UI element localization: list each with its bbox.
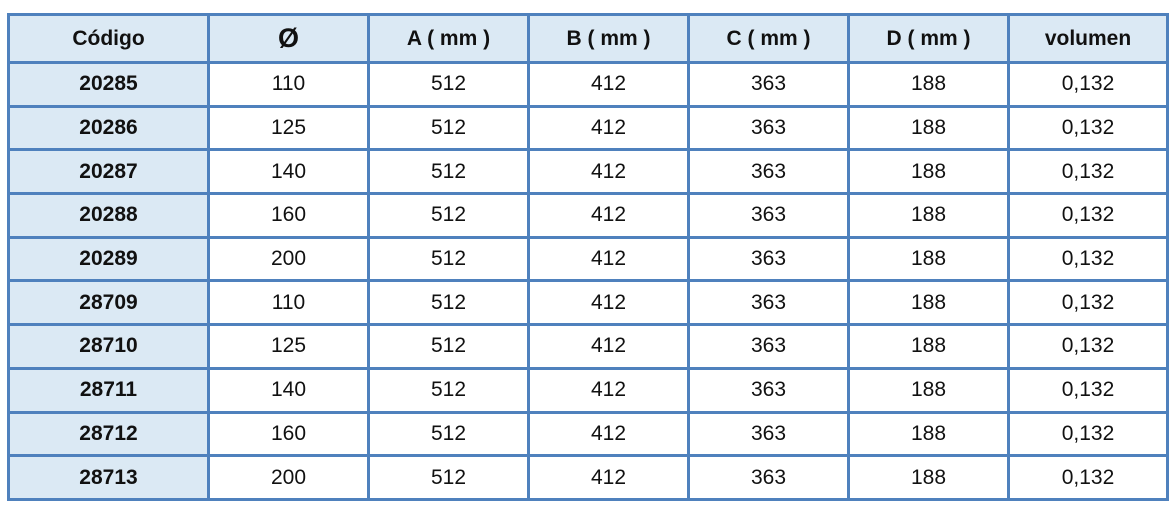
cell-codigo: 28711 — [7, 366, 210, 414]
cell-codigo: 28712 — [7, 410, 210, 458]
cell-c-mm: 363 — [687, 104, 850, 152]
cell-a-mm: 512 — [367, 366, 530, 414]
table-row: 20287 140 512 412 363 188 0,132 — [7, 148, 1169, 196]
cell-b-mm: 412 — [527, 104, 690, 152]
cell-b-mm: 412 — [527, 279, 690, 327]
cell-b-mm: 412 — [527, 366, 690, 414]
cell-diameter: 125 — [207, 323, 370, 370]
cell-volumen: 0,132 — [1007, 61, 1169, 108]
cell-a-mm: 512 — [367, 192, 530, 239]
cell-diameter: 140 — [207, 148, 370, 196]
table-row: 28711 140 512 412 363 188 0,132 — [7, 366, 1169, 414]
cell-b-mm: 412 — [527, 323, 690, 370]
table-row: 20289 200 512 412 363 188 0,132 — [7, 235, 1169, 283]
cell-codigo: 20285 — [7, 61, 210, 108]
cell-volumen: 0,132 — [1007, 192, 1169, 239]
cell-d-mm: 188 — [847, 323, 1010, 370]
cell-volumen: 0,132 — [1007, 104, 1169, 152]
cell-volumen: 0,132 — [1007, 410, 1169, 458]
cell-diameter: 200 — [207, 235, 370, 283]
cell-diameter: 160 — [207, 192, 370, 239]
cell-diameter: 200 — [207, 454, 370, 501]
header-row: Código Ø A ( mm ) B ( mm ) C ( mm ) D ( mm ) v… — [7, 13, 1169, 64]
cell-c-mm: 363 — [687, 366, 850, 414]
cell-diameter: 110 — [207, 279, 370, 327]
cell-a-mm: 512 — [367, 454, 530, 501]
cell-b-mm: 412 — [527, 235, 690, 283]
cell-c-mm: 363 — [687, 279, 850, 327]
cell-c-mm: 363 — [687, 454, 850, 501]
cell-c-mm: 363 — [687, 410, 850, 458]
cell-d-mm: 188 — [847, 235, 1010, 283]
table-row: 28713 200 512 412 363 188 0,132 — [7, 454, 1169, 501]
cell-a-mm: 512 — [367, 279, 530, 327]
cell-b-mm: 412 — [527, 192, 690, 239]
cell-a-mm: 512 — [367, 61, 530, 108]
column-header-d-mm: D ( mm ) — [847, 13, 1010, 64]
cell-codigo: 28713 — [7, 454, 210, 501]
column-header-codigo: Código — [7, 13, 210, 64]
column-header-diameter: Ø — [207, 13, 370, 64]
cell-volumen: 0,132 — [1007, 148, 1169, 196]
cell-diameter: 140 — [207, 366, 370, 414]
cell-a-mm: 512 — [367, 323, 530, 370]
cell-c-mm: 363 — [687, 192, 850, 239]
table-row: 20286 125 512 412 363 188 0,132 — [7, 104, 1169, 152]
cell-volumen: 0,132 — [1007, 279, 1169, 327]
cell-b-mm: 412 — [527, 61, 690, 108]
cell-codigo: 20287 — [7, 148, 210, 196]
cell-diameter: 110 — [207, 61, 370, 108]
cell-c-mm: 363 — [687, 235, 850, 283]
cell-c-mm: 363 — [687, 148, 850, 196]
cell-c-mm: 363 — [687, 61, 850, 108]
cell-d-mm: 188 — [847, 366, 1010, 414]
column-header-c-mm: C ( mm ) — [687, 13, 850, 64]
cell-a-mm: 512 — [367, 104, 530, 152]
cell-c-mm: 363 — [687, 323, 850, 370]
table-row: 20288 160 512 412 363 188 0,132 — [7, 192, 1169, 239]
cell-volumen: 0,132 — [1007, 454, 1169, 501]
cell-a-mm: 512 — [367, 235, 530, 283]
cell-b-mm: 412 — [527, 148, 690, 196]
column-header-a-mm: A ( mm ) — [367, 13, 530, 64]
cell-b-mm: 412 — [527, 410, 690, 458]
cell-d-mm: 188 — [847, 61, 1010, 108]
cell-b-mm: 412 — [527, 454, 690, 501]
cell-d-mm: 188 — [847, 410, 1010, 458]
product-dimensions-table: Código Ø A ( mm ) B ( mm ) C ( mm ) D ( mm ) v… — [7, 13, 1169, 501]
cell-volumen: 0,132 — [1007, 366, 1169, 414]
cell-volumen: 0,132 — [1007, 235, 1169, 283]
table-row: 28710 125 512 412 363 188 0,132 — [7, 323, 1169, 370]
cell-codigo: 28710 — [7, 323, 210, 370]
cell-codigo: 20289 — [7, 235, 210, 283]
column-header-b-mm: B ( mm ) — [527, 13, 690, 64]
cell-a-mm: 512 — [367, 410, 530, 458]
cell-codigo: 28709 — [7, 279, 210, 327]
cell-d-mm: 188 — [847, 104, 1010, 152]
cell-a-mm: 512 — [367, 148, 530, 196]
cell-codigo: 20288 — [7, 192, 210, 239]
table-row: 20285 110 512 412 363 188 0,132 — [7, 61, 1169, 108]
cell-volumen: 0,132 — [1007, 323, 1169, 370]
cell-d-mm: 188 — [847, 454, 1010, 501]
table-row: 28712 160 512 412 363 188 0,132 — [7, 410, 1169, 458]
cell-d-mm: 188 — [847, 192, 1010, 239]
table-row: 28709 110 512 412 363 188 0,132 — [7, 279, 1169, 327]
cell-diameter: 125 — [207, 104, 370, 152]
cell-codigo: 20286 — [7, 104, 210, 152]
cell-d-mm: 188 — [847, 148, 1010, 196]
cell-d-mm: 188 — [847, 279, 1010, 327]
column-header-volumen: volumen — [1007, 13, 1169, 64]
cell-diameter: 160 — [207, 410, 370, 458]
